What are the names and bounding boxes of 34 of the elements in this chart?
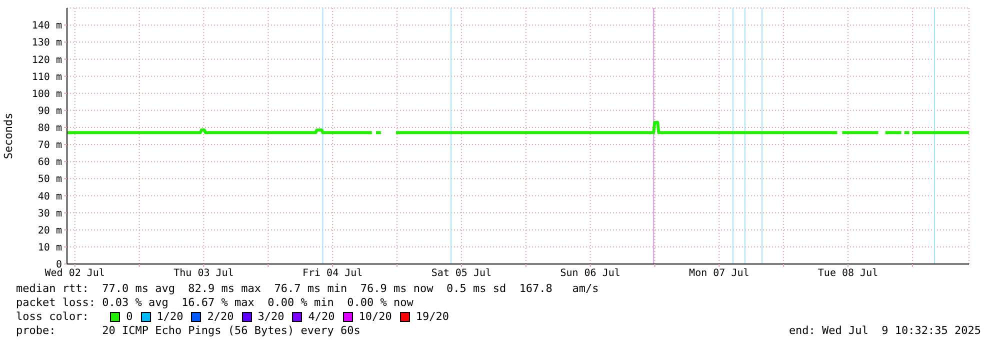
x-tick-label: Sat 05 Jul [431, 268, 492, 280]
legend-label: 0 [126, 310, 133, 324]
y-tick-label: 30 m [38, 208, 62, 220]
legend-label: 10/20 [358, 310, 392, 324]
x-tick-label: Fri 04 Jul [302, 268, 363, 280]
y-tick-label: 20 m [38, 225, 62, 236]
y-tick-label: 70 m [38, 140, 62, 152]
x-tick-label: Sun 06 Jul [560, 268, 620, 280]
legend-title: loss color: [16, 310, 90, 324]
y-tick-label: 80 m [38, 123, 62, 134]
legend-label: 3/20 [258, 310, 284, 324]
y-tick-label: 130 m [32, 38, 62, 49]
y-tick-label: 140 m [32, 20, 62, 32]
x-tick-label: Mon 07 Jul [689, 268, 750, 280]
x-tick-label: Thu 03 Jul [174, 268, 234, 280]
y-tick-label: 10 m [38, 242, 62, 254]
y-tick-label: 110 m [32, 72, 62, 83]
text: median rtt: 77.0 ms avg 82.9 ms max 76.7 ms min 76.9 ms now 0.5 ms sd 167.8 am/s [16, 282, 600, 296]
y-tick-label: 120 m [32, 54, 62, 66]
text: packet loss: 0.03 % avg 16.67 % max 0.00 % min 0.00 % now [16, 296, 414, 310]
y-tick-label: 100 m [32, 88, 62, 100]
y-tick-label: 60 m [38, 157, 62, 168]
text: probe: 20 ICMP Echo Pings (56 Bytes) every 60s [16, 324, 360, 338]
y-tick-label: 40 m [38, 191, 62, 202]
text: end: Wed Jul 9 10:32:35 2025 [788, 324, 981, 338]
x-tick-label: Wed 02 Jul [44, 268, 105, 280]
y-tick-label: 50 m [38, 174, 62, 186]
legend-label: 19/20 [416, 310, 449, 324]
x-tick-label: Tue 08 Jul [818, 268, 878, 280]
y-tick-label: 90 m [38, 106, 62, 117]
y-axis-title: Seconds [2, 112, 15, 160]
legend-label: 2/20 [207, 310, 234, 324]
legend-label: 4/20 [308, 310, 335, 324]
legend-label: 1/20 [156, 310, 184, 324]
